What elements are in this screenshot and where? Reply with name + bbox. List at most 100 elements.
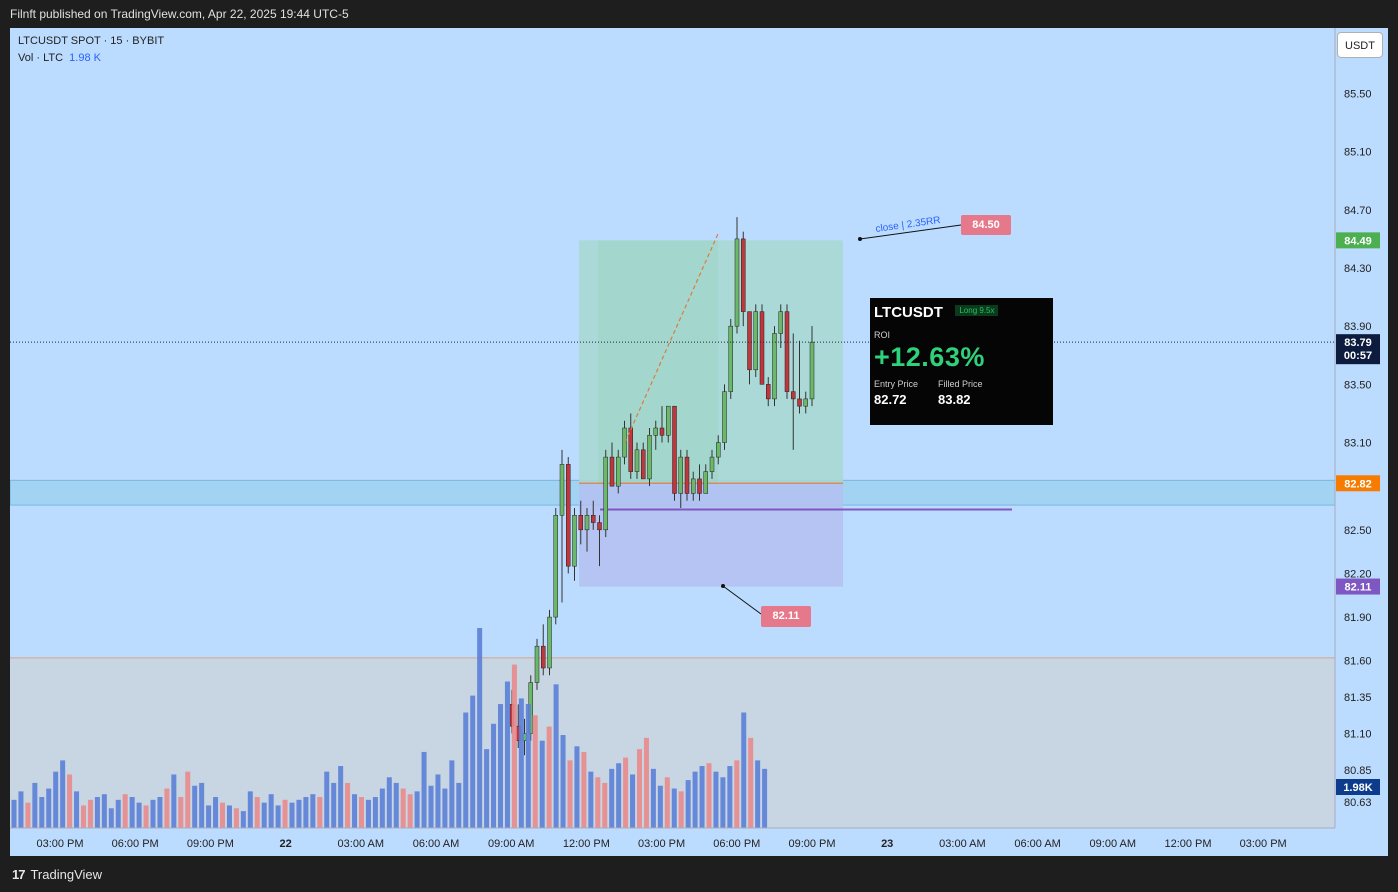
price-axis [1335, 28, 1388, 856]
volume-bar [296, 799, 302, 828]
volume-bar [352, 794, 358, 828]
footer-logo-text: TradingView [30, 866, 103, 882]
volume-bar [74, 791, 80, 828]
volume-bar [393, 782, 399, 828]
volume-bar [491, 723, 497, 828]
volume-bar [657, 785, 663, 828]
volume-bar [115, 799, 121, 828]
volume-bar [268, 794, 274, 828]
candle [747, 311, 752, 371]
candle [591, 515, 596, 523]
volume-bar [386, 777, 392, 828]
volume-bar [595, 777, 601, 828]
volume-bar [748, 737, 754, 828]
axis-price-tag [1336, 475, 1380, 492]
volume-bar [546, 726, 552, 828]
volume-bar [442, 788, 448, 828]
trend-line [624, 231, 720, 443]
candle [791, 391, 796, 400]
y-tick-label: 81.60 [1344, 656, 1372, 668]
volume-bar [706, 763, 712, 828]
volume-bar [692, 771, 698, 828]
candle [584, 515, 590, 531]
legend-symbol[interactable]: LTCUSDT SPOT · 15 · BYBIT [18, 35, 164, 47]
volume-bar [129, 797, 135, 828]
volume-bar [220, 802, 225, 828]
volume-bar [310, 794, 316, 828]
volume-bar [484, 749, 490, 828]
volume-bar [81, 805, 86, 828]
volume-bar [414, 791, 420, 828]
candle [578, 515, 583, 531]
volume-bar [678, 791, 684, 828]
stop-annotation-dot [721, 584, 725, 588]
candle [797, 398, 802, 407]
volume-bar [136, 802, 142, 828]
volume-bar [560, 735, 566, 828]
currency-button[interactable]: USDT [1337, 32, 1383, 58]
volume-bar [532, 715, 538, 828]
volume-bar [650, 768, 656, 828]
x-tick-label: 09:00 AM [488, 838, 534, 850]
axis-price-tag [1336, 334, 1380, 365]
y-tick-label: 82.20 [1344, 568, 1372, 580]
x-tick-label: 12:00 PM [563, 838, 610, 850]
volume-bar [463, 712, 469, 828]
volume-bar [108, 808, 114, 828]
legend-volume[interactable]: Vol · LTC 1.98 K [18, 52, 101, 64]
y-tick-label: 80.63 [1344, 797, 1372, 809]
volume-bar [247, 791, 253, 828]
volume-bar [699, 766, 705, 828]
y-tick-label: 83.90 [1344, 321, 1372, 333]
volume-bar [400, 788, 406, 828]
candle [759, 311, 765, 385]
volume-bar [539, 740, 545, 828]
volume-bar [317, 797, 323, 828]
volume-bar [143, 805, 149, 828]
volume-bar [18, 791, 24, 828]
candle [809, 341, 815, 400]
stop-price-tag[interactable]: 82.11 [761, 606, 811, 627]
volume-bar [206, 805, 212, 828]
volume-bar [727, 766, 733, 828]
volume-bar [477, 628, 483, 828]
candle [653, 427, 658, 436]
target-price-tag[interactable]: 84.50 [961, 215, 1011, 235]
chart-canvas[interactable]: close | 2.35RR85.5085.1084.7084.3083.908… [10, 28, 1388, 856]
axis-price-tag-label: 82.82 [1344, 478, 1372, 490]
close-annotation-dot [858, 237, 862, 241]
card-symbol: LTCUSDT [874, 304, 943, 321]
volume-bar [741, 712, 747, 828]
volume-bar [122, 794, 128, 828]
candle [666, 405, 671, 436]
volume-bar [428, 785, 434, 828]
volume-bar [11, 799, 17, 828]
axis-price-tag-label: 84.49 [1344, 235, 1372, 247]
candle [753, 311, 758, 371]
volume-bar [67, 774, 73, 828]
volume-bar [261, 802, 267, 828]
x-tick-label: 03:00 AM [939, 838, 985, 850]
y-tick-label: 84.30 [1344, 263, 1372, 275]
volume-bar [254, 797, 260, 828]
publish-header: Filnft published on TradingView.com, Apr… [0, 0, 1398, 28]
chart-frame[interactable]: close | 2.35RR 85.50 85.10 84.70 84.30 83.90 8… [10, 28, 1388, 856]
candle [678, 456, 683, 494]
candle [641, 449, 646, 480]
y-tick-label: 84.70 [1344, 205, 1372, 217]
volume-bar [331, 782, 337, 828]
volume-bar [511, 664, 517, 828]
volume-bar [734, 760, 740, 828]
footer: 17 TradingView [0, 856, 1398, 892]
candle [534, 645, 540, 683]
x-tick-label: 23 [881, 838, 893, 850]
stop-annotation-line [722, 585, 762, 615]
volume-bar [185, 771, 191, 828]
axis-price-tag [1336, 779, 1380, 795]
candle [572, 515, 577, 567]
candle [778, 311, 783, 334]
volume-bar [32, 782, 38, 828]
volume-bar [60, 760, 66, 828]
roi-label: ROI [874, 330, 891, 340]
candle [722, 391, 727, 443]
